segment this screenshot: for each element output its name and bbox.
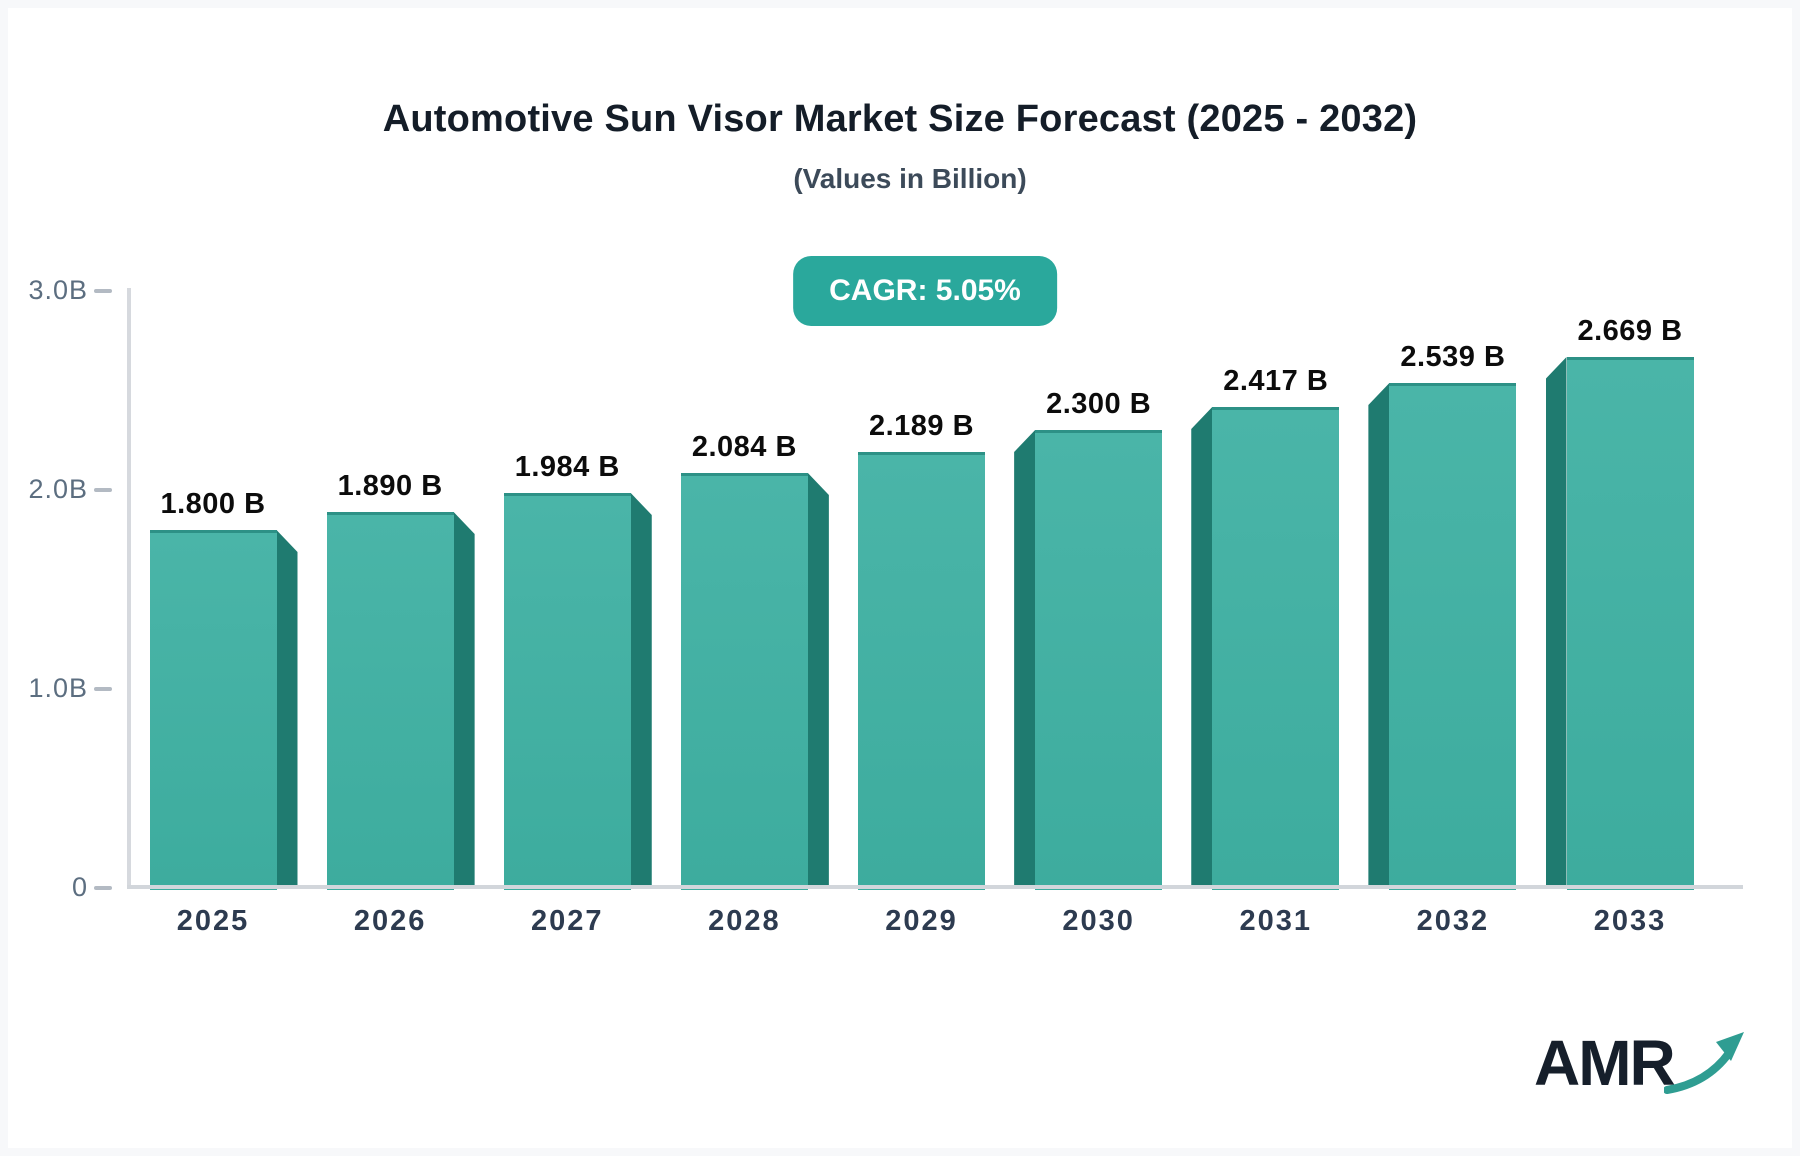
y-tick-label: 1.0B: [28, 673, 88, 703]
y-tick-dash: [94, 488, 112, 492]
bar-value-label: 1.890 B: [337, 470, 443, 502]
bar-2033[interactable]: [1566, 357, 1694, 890]
bar-value-label: 2.189 B: [868, 410, 975, 442]
bar-side-2025: [276, 530, 298, 887]
bar-2025[interactable]: [149, 530, 277, 890]
bar-2030[interactable]: [1035, 430, 1163, 890]
bar-2026[interactable]: [326, 512, 454, 890]
bar-2028[interactable]: [680, 473, 808, 890]
bar-2032[interactable]: [1389, 383, 1517, 890]
y-tick-dash: [94, 289, 112, 293]
growth-arrow-icon: [1662, 1030, 1748, 1101]
bar-side-2026: [453, 512, 475, 887]
bar-side-2027: [630, 493, 652, 887]
bar-side-2031: [1191, 407, 1213, 887]
x-axis-label-2029: 2029: [885, 905, 958, 937]
x-axis-label-2027: 2027: [530, 905, 604, 937]
bar-value-label: 2.084 B: [691, 431, 797, 463]
bar-side-2033: [1545, 357, 1567, 887]
bar-2027[interactable]: [503, 493, 631, 890]
x-axis-label-2030: 2030: [1062, 905, 1135, 937]
cagr-badge: CAGR: 5.05%: [793, 256, 1057, 326]
x-axis-label-2032: 2032: [1416, 905, 1490, 937]
bar-value-label: 1.800 B: [160, 488, 266, 520]
bar-2029[interactable]: [858, 452, 985, 890]
bar-2031[interactable]: [1212, 407, 1340, 890]
page-title: Automotive Sun Visor Market Size Forecas…: [382, 98, 1418, 140]
bar-value-label: 2.300 B: [1046, 388, 1152, 420]
y-tick-dash: [94, 886, 112, 890]
y-tick-label: 3.0B: [28, 275, 88, 305]
x-axis-line: [127, 885, 1743, 889]
y-tick-label: 2.0B: [28, 474, 88, 504]
x-axis-label-2033: 2033: [1593, 905, 1667, 937]
y-tick-dash: [94, 687, 112, 691]
bar-side-2032: [1368, 383, 1390, 887]
bar-value-label: 1.984 B: [514, 451, 620, 483]
x-axis-label-2031: 2031: [1239, 905, 1313, 937]
y-axis-line: [127, 288, 131, 888]
bar-value-label: 2.669 B: [1577, 315, 1683, 347]
bar-side-2028: [807, 473, 829, 887]
x-axis-label-2026: 2026: [353, 905, 427, 937]
amr-logo-text: AMR: [1534, 1027, 1676, 1099]
x-axis-label-2028: 2028: [708, 905, 781, 937]
x-axis-label-2025: 2025: [176, 905, 250, 937]
bar-value-label: 2.539 B: [1400, 341, 1506, 373]
bar-value-label: 2.417 B: [1223, 365, 1329, 397]
page-subtitle: (Values in Billion): [793, 163, 1027, 194]
bar-side-2030: [1014, 430, 1036, 887]
amr-logo: AMR: [1534, 1030, 1748, 1095]
y-tick-label: 0: [71, 872, 88, 902]
